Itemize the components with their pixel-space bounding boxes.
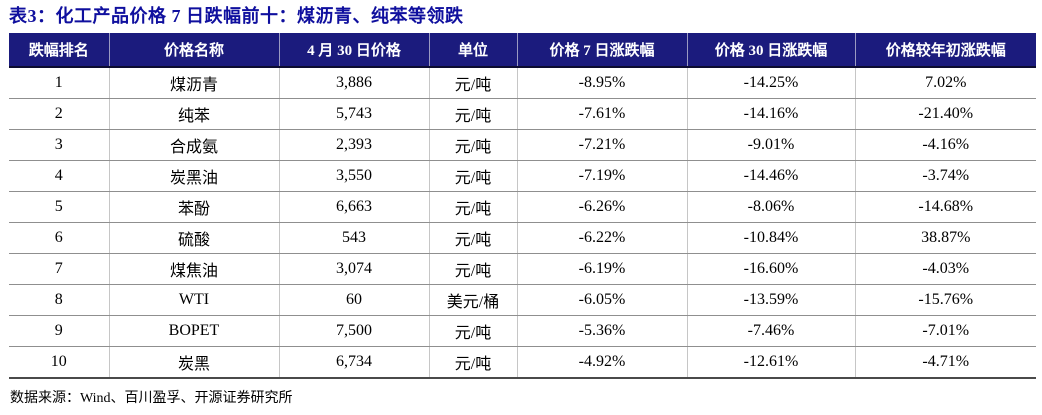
cell-apr30-price: 6,663 [278,191,429,223]
cell-unit: 元/吨 [428,222,517,254]
cell-rank: 8 [9,284,109,316]
cell-30day-change: -13.59% [686,284,855,316]
cell-price-name: 炭黑油 [108,160,279,192]
cell-rank: 2 [9,98,109,130]
cell-unit: 元/吨 [428,253,517,285]
cell-rank: 5 [9,191,109,223]
table-row: 1 煤沥青 3,886 元/吨 -8.95% -14.25% 7.02% [9,67,1036,99]
cell-apr30-price: 543 [278,222,429,254]
table-row: 8 WTI 60 美元/桶 -6.05% -13.59% -15.76% [9,284,1036,316]
cell-rank: 9 [9,315,109,347]
cell-unit: 元/吨 [428,67,517,99]
cell-30day-change: -10.84% [686,222,855,254]
cell-ytd-change: 7.02% [854,67,1036,99]
cell-ytd-change: -4.03% [854,253,1036,285]
cell-ytd-change: -15.76% [854,284,1036,316]
cell-7day-change: -6.19% [516,253,687,285]
cell-rank: 4 [9,160,109,192]
cell-price-name: WTI [108,284,279,316]
cell-rank: 3 [9,129,109,161]
cell-apr30-price: 5,743 [278,98,429,130]
cell-price-name: BOPET [108,315,279,347]
cell-apr30-price: 6,734 [278,346,429,379]
cell-unit: 元/吨 [428,160,517,192]
table-row: 2 纯苯 5,743 元/吨 -7.61% -14.16% -21.40% [9,98,1036,130]
col-header-rank: 跌幅排名 [9,33,109,68]
cell-7day-change: -7.21% [516,129,687,161]
table-body: 1 煤沥青 3,886 元/吨 -8.95% -14.25% 7.02% 2 纯苯 5,743 元/… [9,67,1036,379]
cell-7day-change: -7.19% [516,160,687,192]
cell-rank: 1 [9,67,109,99]
col-header-apr30-price: 4 月 30 日价格 [278,33,429,68]
cell-price-name: 煤沥青 [108,67,279,99]
table-row: 7 煤焦油 3,074 元/吨 -6.19% -16.60% -4.03% [9,253,1036,285]
cell-rank: 6 [9,222,109,254]
cell-price-name: 苯酚 [108,191,279,223]
col-header-ytd-change: 价格较年初涨跌幅 [854,33,1036,68]
cell-7day-change: -6.26% [516,191,687,223]
table-title: 表3：化工产品价格 7 日跌幅前十：煤沥青、纯苯等领跌 [9,6,464,26]
cell-30day-change: -16.60% [686,253,855,285]
table-row: 5 苯酚 6,663 元/吨 -6.26% -8.06% -14.68% [9,191,1036,223]
price-decline-table: 跌幅排名 价格名称 4 月 30 日价格 单位 价格 7 日涨跌幅 价格 30 … [9,33,1036,379]
cell-price-name: 煤焦油 [108,253,279,285]
cell-unit: 元/吨 [428,129,517,161]
cell-price-name: 纯苯 [108,98,279,130]
cell-ytd-change: -4.71% [854,346,1036,379]
col-header-7day-change: 价格 7 日涨跌幅 [516,33,687,68]
cell-unit: 元/吨 [428,191,517,223]
cell-apr30-price: 7,500 [278,315,429,347]
cell-7day-change: -6.05% [516,284,687,316]
cell-unit: 元/吨 [428,346,517,379]
col-header-price-name: 价格名称 [108,33,279,68]
table-row: 9 BOPET 7,500 元/吨 -5.36% -7.46% -7.01% [9,315,1036,347]
col-header-30day-change: 价格 30 日涨跌幅 [686,33,855,68]
cell-7day-change: -5.36% [516,315,687,347]
cell-30day-change: -12.61% [686,346,855,379]
cell-price-name: 合成氨 [108,129,279,161]
cell-30day-change: -7.46% [686,315,855,347]
cell-ytd-change: 38.87% [854,222,1036,254]
cell-ytd-change: -4.16% [854,129,1036,161]
cell-7day-change: -8.95% [516,67,687,99]
cell-apr30-price: 3,550 [278,160,429,192]
cell-rank: 7 [9,253,109,285]
cell-ytd-change: -14.68% [854,191,1036,223]
cell-7day-change: -6.22% [516,222,687,254]
cell-ytd-change: -21.40% [854,98,1036,130]
cell-unit: 元/吨 [428,98,517,130]
cell-30day-change: -9.01% [686,129,855,161]
table-row: 4 炭黑油 3,550 元/吨 -7.19% -14.46% -3.74% [9,160,1036,192]
cell-rank: 10 [9,346,109,379]
cell-apr30-price: 2,393 [278,129,429,161]
cell-7day-change: -7.61% [516,98,687,130]
cell-ytd-change: -7.01% [854,315,1036,347]
cell-unit: 美元/桶 [428,284,517,316]
cell-unit: 元/吨 [428,315,517,347]
col-header-unit: 单位 [428,33,517,68]
table-row: 10 炭黑 6,734 元/吨 -4.92% -12.61% -4.71% [9,346,1036,379]
cell-apr30-price: 3,886 [278,67,429,99]
cell-30day-change: -8.06% [686,191,855,223]
cell-30day-change: -14.46% [686,160,855,192]
cell-7day-change: -4.92% [516,346,687,379]
data-source-note: 数据来源：Wind、百川盈孚、开源证券研究所 [10,391,293,406]
table-row: 6 硫酸 543 元/吨 -6.22% -10.84% 38.87% [9,222,1036,254]
cell-30day-change: -14.16% [686,98,855,130]
table-header-row: 跌幅排名 价格名称 4 月 30 日价格 单位 价格 7 日涨跌幅 价格 30 … [9,33,1036,68]
table-row: 3 合成氨 2,393 元/吨 -7.21% -9.01% -4.16% [9,129,1036,161]
cell-30day-change: -14.25% [686,67,855,99]
cell-apr30-price: 3,074 [278,253,429,285]
cell-price-name: 硫酸 [108,222,279,254]
cell-apr30-price: 60 [278,284,429,316]
cell-ytd-change: -3.74% [854,160,1036,192]
cell-price-name: 炭黑 [108,346,279,379]
